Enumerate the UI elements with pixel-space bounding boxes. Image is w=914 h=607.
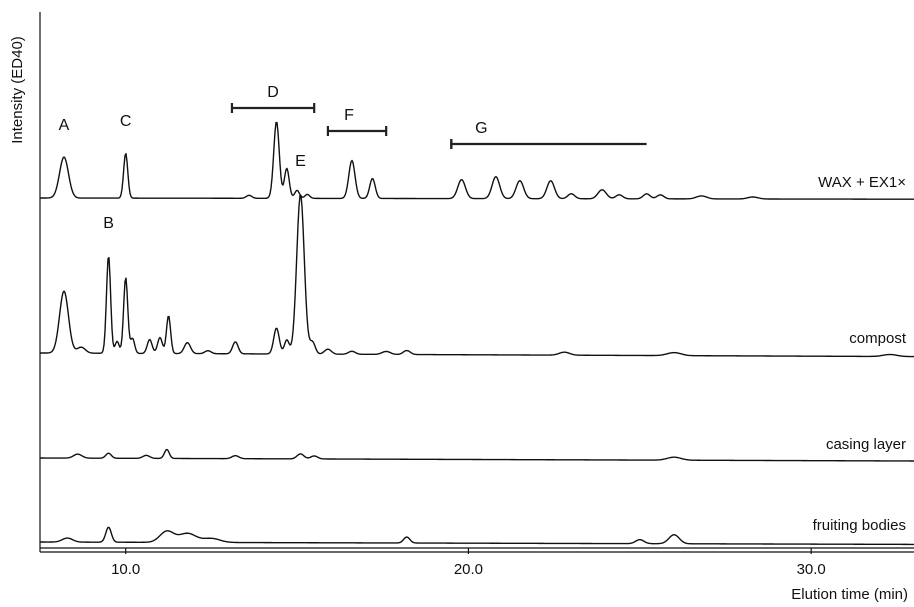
x-axis-label: Elution time (min): [791, 586, 908, 603]
x-tick-label: 30.0: [797, 561, 826, 578]
trace-wax-ex1: [40, 121, 914, 200]
annotation-label-c: C: [120, 113, 132, 130]
range-bracket-g: [450, 139, 647, 149]
trace-fruiting-bodies: [40, 526, 914, 546]
annotation-label-e: E: [295, 153, 306, 170]
peak-annotations: A B C D E F G: [59, 84, 647, 232]
range-bracket-d: [230, 103, 316, 113]
series-label-compost: compost: [849, 330, 907, 347]
annotation-label-g: G: [475, 120, 487, 137]
x-tick-label: 20.0: [454, 561, 483, 578]
range-bracket-f: [326, 126, 388, 136]
y-axis-label: Intensity (ED40): [9, 36, 26, 144]
annotation-label-b: B: [103, 215, 114, 232]
annotation-label-d: D: [267, 84, 279, 101]
annotation-label-f: F: [344, 107, 354, 124]
chromatogram-traces: WAX + EX1× compost casing layer fruiting bo…: [40, 121, 914, 546]
annotation-label-a: A: [59, 117, 70, 134]
series-label-wax-ex1: WAX + EX1×: [818, 174, 906, 191]
trace-compost: [40, 194, 914, 358]
x-axis-ticks: 10.0 20.0 30.0: [111, 548, 826, 578]
series-label-fruiting-bodies: fruiting bodies: [813, 517, 906, 534]
series-label-casing-layer: casing layer: [826, 436, 906, 453]
x-tick-label: 10.0: [111, 561, 140, 578]
trace-casing-layer: [40, 448, 914, 462]
